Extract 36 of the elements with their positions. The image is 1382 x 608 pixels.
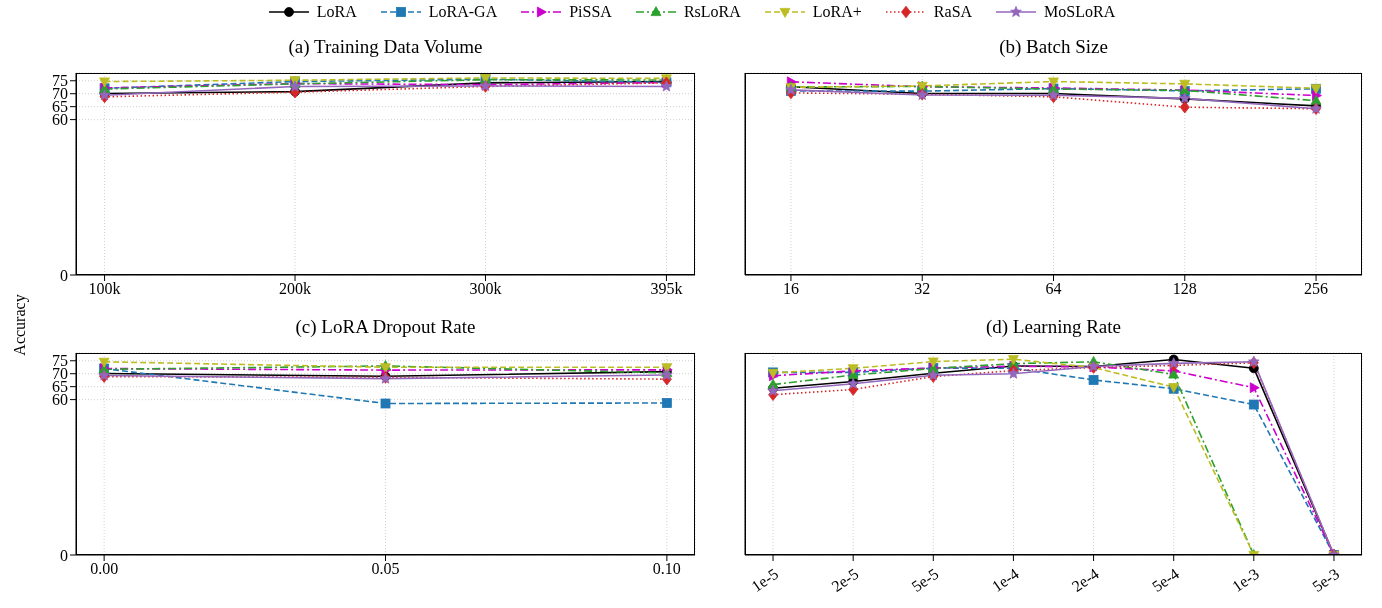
y-axis-title: Accuracy xyxy=(11,294,29,356)
x-tick-label: 2e-4 xyxy=(1068,564,1102,596)
x-tick-label: 16 xyxy=(782,280,799,298)
legend-label: LoRA+ xyxy=(812,2,862,22)
x-tick-label: 300k xyxy=(469,280,502,298)
x-tick-label: 256 xyxy=(1304,280,1329,298)
x-tick-label: 1e-4 xyxy=(988,564,1022,596)
chart-title: (a) Training Data Volume xyxy=(287,35,484,59)
x-tick-label: 200k xyxy=(279,280,312,298)
chart-title: (d) Learning Rate xyxy=(984,315,1123,339)
y-tick-label: 0 xyxy=(60,266,68,284)
x-tick-label: 1e-3 xyxy=(1229,564,1263,596)
x-tick-label: 2e-5 xyxy=(828,564,862,596)
legend-label: LoRA xyxy=(316,2,357,22)
x-tick-label: 395k xyxy=(650,280,683,298)
x-tick-label: 5e-3 xyxy=(1309,564,1343,596)
x-tick-label: 64 xyxy=(1045,280,1062,298)
x-tick-label: 0.00 xyxy=(90,560,119,578)
legend-label: PiSSA xyxy=(569,2,612,22)
x-tick-label: 5e-5 xyxy=(908,564,942,596)
legend-label: RsLoRA xyxy=(683,2,741,22)
legend-label: MoSLoRA xyxy=(1044,2,1116,22)
x-tick-label: 100k xyxy=(88,280,121,298)
chart-title: (c) LoRA Dropout Rate xyxy=(294,315,477,339)
x-tick-label: 32 xyxy=(914,280,931,298)
x-tick-label: 5e-4 xyxy=(1148,564,1182,596)
y-tick-label: 60 xyxy=(52,111,68,129)
legend-label: RaSA xyxy=(933,2,973,22)
y-tick-label: 0 xyxy=(60,546,68,564)
x-tick-label: 128 xyxy=(1172,280,1197,298)
legend-label: LoRA-GA xyxy=(428,2,498,22)
x-tick-label: 1e-5 xyxy=(748,564,782,596)
y-tick-label: 60 xyxy=(52,391,68,409)
chart-title: (b) Batch Size xyxy=(998,35,1109,59)
x-tick-label: 0.05 xyxy=(371,560,400,578)
x-tick-label: 0.10 xyxy=(652,560,681,578)
